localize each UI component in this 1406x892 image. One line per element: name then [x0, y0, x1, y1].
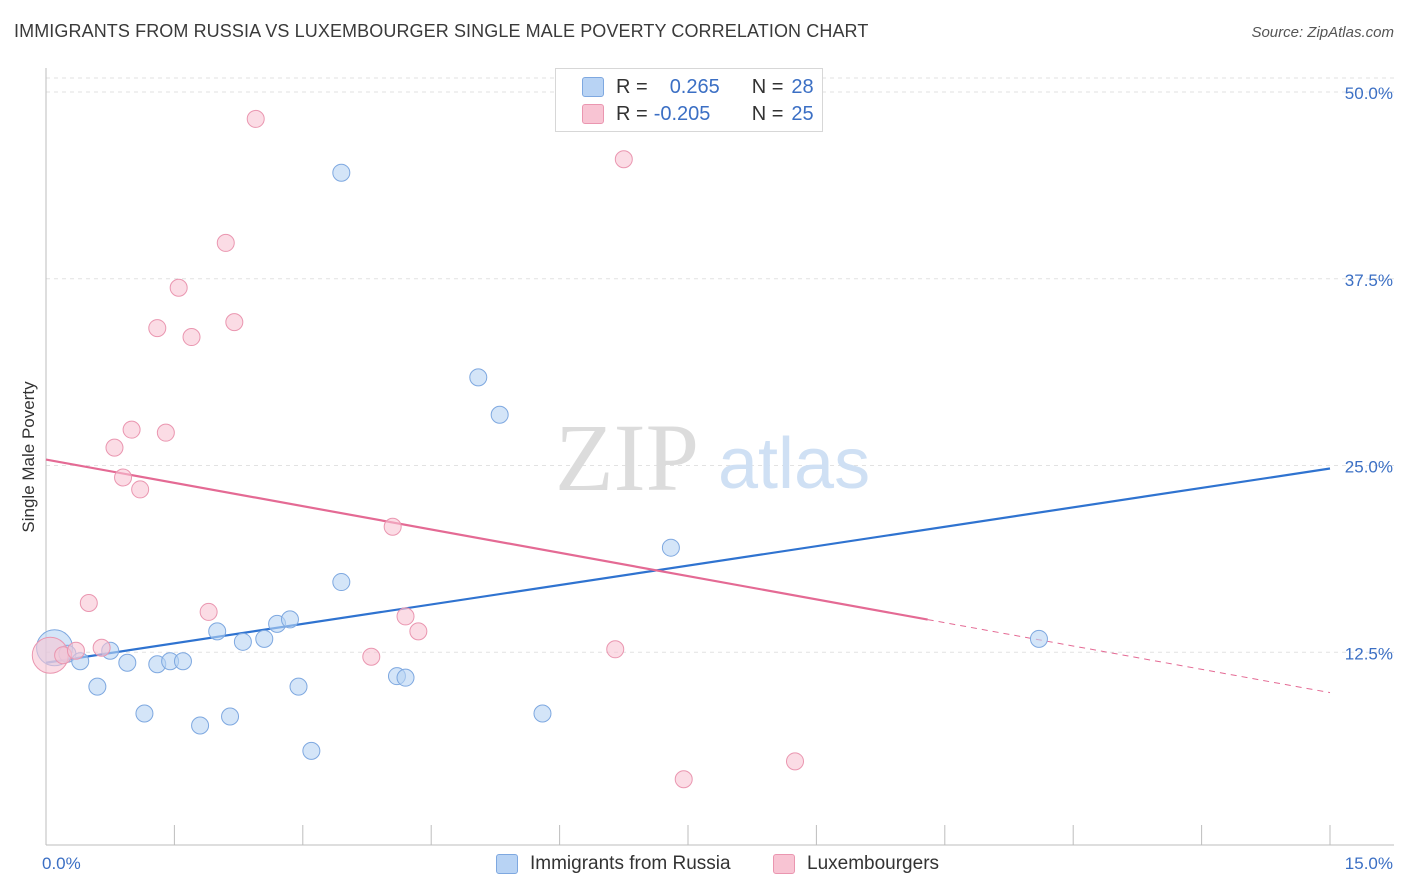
- point-luxembourg: [225, 313, 244, 332]
- legend-n-label: N =: [751, 75, 784, 98]
- point-luxembourg: [182, 328, 201, 347]
- y-axis-label: Single Male Poverty: [19, 381, 38, 533]
- legend-row-luxembourg: R = -0.205 N = 25: [556, 101, 814, 127]
- legend-row-russia: R = 0.265 N = 28: [556, 74, 814, 100]
- tick-labels: 12.5% 25.0% 37.5% 50.0% 0.0% 15.0%: [42, 84, 1393, 873]
- point-luxembourg: [362, 647, 381, 666]
- legend-n-value-luxembourg: 25: [791, 102, 814, 125]
- data-points: [31, 109, 1048, 789]
- point-russia: [1029, 629, 1048, 648]
- point-russia: [221, 707, 240, 726]
- legend-swatch-luxembourg: [582, 104, 604, 124]
- bottom-legend-label-russia: Immigrants from Russia: [530, 853, 731, 874]
- point-luxembourg: [131, 480, 150, 499]
- point-luxembourg: [169, 278, 188, 297]
- point-russia: [208, 622, 227, 641]
- point-luxembourg: [383, 517, 402, 536]
- point-russia: [280, 610, 299, 629]
- point-luxembourg: [674, 770, 693, 789]
- point-russia: [490, 405, 509, 424]
- point-russia: [661, 538, 680, 557]
- bottom-legend-russia: Immigrants from Russia: [496, 851, 731, 877]
- point-russia: [302, 741, 321, 760]
- point-luxembourg: [216, 233, 235, 252]
- point-luxembourg: [786, 752, 804, 771]
- point-luxembourg: [122, 420, 141, 439]
- source-label: Source: ZipAtlas.com: [1251, 24, 1394, 41]
- axes: [45, 68, 1394, 846]
- point-russia: [332, 573, 351, 592]
- point-russia: [533, 704, 552, 723]
- watermark-zip: ZIP: [555, 404, 699, 511]
- chart-title: IMMIGRANTS FROM RUSSIA VS LUXEMBOURGER S…: [14, 21, 869, 41]
- legend-r-label: R =: [616, 102, 648, 125]
- bottom-legend-luxembourg: Luxembourgers: [773, 851, 939, 877]
- legend-r-value-luxembourg: -0.205: [653, 102, 711, 125]
- gridlines: [46, 77, 1394, 653]
- x-tick-label-max: 15.0%: [1345, 854, 1393, 873]
- point-luxembourg: [79, 593, 98, 612]
- legend-swatch-russia: [582, 77, 604, 97]
- bottom-legend-swatch-luxembourg: [773, 854, 795, 874]
- legend-r-label: R =: [616, 75, 648, 98]
- y-tick-label: 12.5%: [1345, 644, 1393, 663]
- point-russia: [173, 652, 192, 671]
- watermark-atlas: atlas: [718, 424, 870, 504]
- point-luxembourg: [606, 640, 625, 659]
- trend-line-russia: [45, 467, 1331, 664]
- point-russia: [118, 653, 137, 672]
- watermark: ZIP atlas: [555, 404, 870, 511]
- point-russia: [469, 368, 488, 387]
- point-luxembourg: [92, 638, 111, 657]
- point-luxembourg: [156, 423, 175, 442]
- point-russia: [88, 677, 107, 696]
- legend-r-value-russia: 0.265: [669, 75, 720, 98]
- point-russia: [332, 163, 351, 182]
- point-russia: [135, 704, 154, 723]
- bottom-legend-label-luxembourg: Luxembourgers: [807, 853, 940, 874]
- point-luxembourg: [105, 438, 124, 457]
- legend-n-value-russia: 28: [791, 75, 814, 98]
- legend-n-label: N =: [751, 102, 784, 125]
- point-luxembourg: [199, 602, 218, 621]
- trend-lines: [45, 458, 1331, 694]
- point-russia: [255, 629, 274, 648]
- y-tick-label: 25.0%: [1345, 458, 1393, 477]
- point-luxembourg: [409, 622, 428, 641]
- y-tick-label: 50.0%: [1345, 84, 1393, 103]
- point-luxembourg: [246, 109, 265, 128]
- point-russia: [233, 632, 252, 651]
- trend-line-luxembourg: [45, 458, 928, 621]
- point-luxembourg: [114, 468, 133, 487]
- point-luxembourg: [66, 641, 85, 660]
- y-tick-label: 37.5%: [1345, 271, 1393, 290]
- point-russia: [396, 668, 415, 687]
- point-luxembourg: [148, 319, 167, 338]
- trend-line-extension-luxembourg: [927, 619, 1331, 694]
- point-russia: [289, 677, 308, 696]
- stats-legend: R = 0.265 N = 28 R = -0.205 N = 25: [555, 68, 823, 132]
- point-russia: [191, 716, 210, 735]
- x-tick-label-min: 0.0%: [42, 854, 81, 873]
- point-luxembourg: [396, 607, 415, 626]
- point-luxembourg: [614, 150, 633, 169]
- bottom-legend-swatch-russia: [496, 854, 518, 874]
